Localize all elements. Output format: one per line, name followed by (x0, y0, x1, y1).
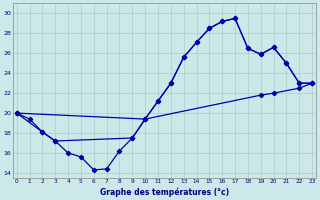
X-axis label: Graphe des températures (°c): Graphe des températures (°c) (100, 187, 229, 197)
